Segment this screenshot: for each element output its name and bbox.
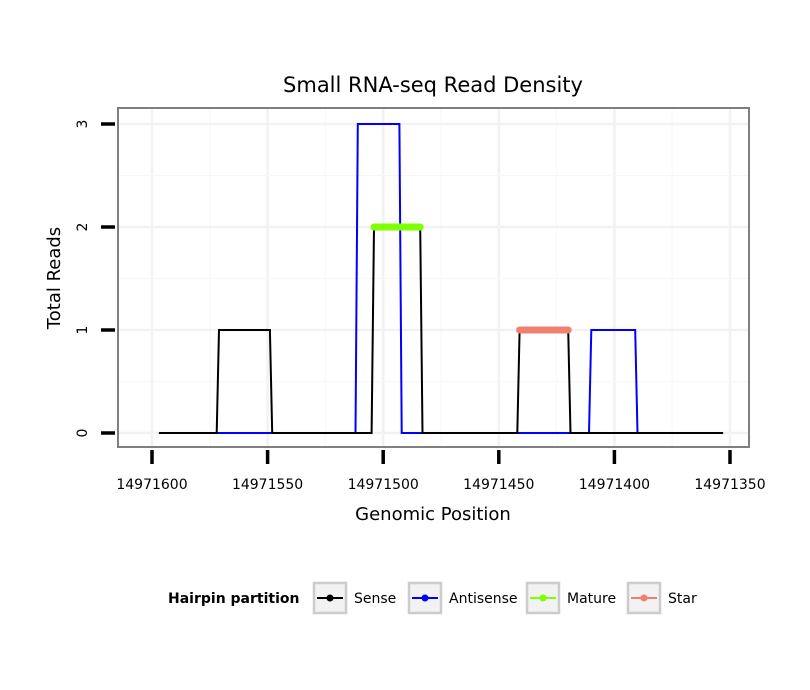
- x-tick-label-1: 14971550: [232, 477, 303, 493]
- legend-label-antisense: Antisense: [449, 591, 518, 607]
- x-tick-label-2: 14971500: [348, 477, 419, 493]
- legend-label-mature: Mature: [567, 591, 616, 607]
- x-axis-title: Genomic Position: [355, 504, 511, 525]
- y-tick-label-3: 3: [75, 120, 91, 129]
- legend-key-point-mature: [539, 594, 547, 602]
- legend: Hairpin partition Sense Antisense Mature St…: [168, 581, 697, 615]
- y-axis: 0 1 2 3: [75, 120, 115, 438]
- x-tick-label-4: 14971400: [579, 477, 650, 493]
- y-tick-label-2: 2: [75, 223, 91, 232]
- plot-border: [117, 107, 750, 448]
- legend-label-sense: Sense: [354, 591, 396, 607]
- y-tick-label-0: 0: [75, 429, 91, 438]
- x-tick-label-5: 14971350: [694, 477, 765, 493]
- legend-key-point-antisense: [421, 594, 429, 602]
- legend-title: Hairpin partition: [168, 591, 299, 607]
- plot-background: [118, 108, 749, 447]
- x-tick-label-3: 14971450: [463, 477, 534, 493]
- legend-key-point-sense: [326, 594, 334, 602]
- legend-label-star: Star: [668, 591, 697, 607]
- chart-title: Small RNA-seq Read Density: [283, 73, 583, 97]
- y-axis-title: Total Reads: [44, 227, 65, 330]
- x-tick-label-0: 14971600: [116, 477, 187, 493]
- legend-key-point-star: [640, 594, 648, 602]
- x-axis: 14971600 14971550 14971500 14971450 14971400…: [116, 450, 766, 493]
- y-tick-label-1: 1: [75, 326, 91, 335]
- series-layer: [158, 123, 724, 434]
